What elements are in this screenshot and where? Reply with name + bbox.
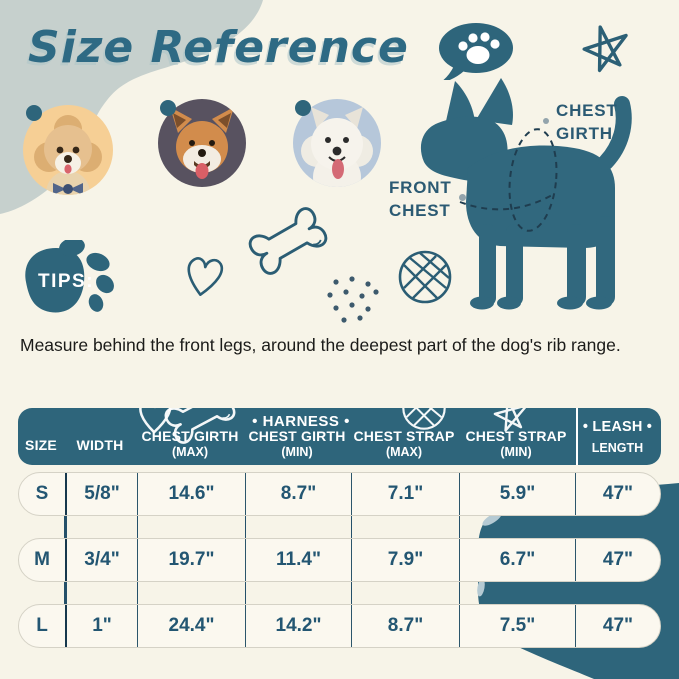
col-header-chest-girth-min: CHEST GIRTH (MIN)	[248, 428, 346, 459]
measure-instruction: Measure behind the front legs, around th…	[20, 335, 621, 355]
cell-size: S	[35, 483, 49, 504]
cell-chest-strap-min: 5.9"	[459, 473, 575, 515]
bone-doodle-white-icon	[164, 408, 236, 444]
size-table-header: • HARNESS • SIZE WIDTH CHEST GIRTH (MAX) …	[18, 408, 661, 465]
cell-chest-girth-min: 8.7"	[245, 473, 351, 515]
photo-dot-3	[295, 100, 311, 116]
cell-width: 5/8"	[65, 473, 137, 515]
col-header-leash-length: • LEASH • LENGTH	[582, 418, 653, 455]
star-doodle-icon	[582, 25, 628, 73]
cell-chest-strap-max: 7.1"	[351, 473, 459, 515]
cell-chest-strap-max: 7.9"	[351, 539, 459, 581]
cell-chest-strap-min: 7.5"	[459, 605, 575, 647]
paw-speech-bubble-icon	[439, 23, 513, 80]
chest-girth-dot	[543, 118, 549, 124]
cell-chest-girth-max: 24.4"	[137, 605, 245, 647]
tips-paw-icon	[25, 240, 114, 313]
cell-size: L	[36, 615, 48, 636]
chest-girth-label: CHEST GIRTH	[556, 101, 618, 143]
dots-pattern	[327, 276, 379, 323]
cell-chest-strap-max: 8.7"	[351, 605, 459, 647]
photo-dot-2	[160, 100, 176, 116]
cell-chest-girth-min: 11.4"	[245, 539, 351, 581]
table-row-size-s: S 5/8" 14.6" 8.7" 7.1" 5.9" 47"	[18, 472, 661, 516]
col-header-chest-strap-max: CHEST STRAP (MAX)	[353, 428, 455, 459]
photo-dot-1	[26, 105, 42, 121]
shiba-illustration	[170, 107, 234, 179]
cell-leash-length: 47"	[575, 605, 660, 647]
cell-chest-girth-max: 19.7"	[137, 539, 245, 581]
yarn-ball-doodle-icon	[398, 250, 452, 304]
front-chest-dot	[459, 194, 466, 201]
cell-chest-girth-min: 14.2"	[245, 605, 351, 647]
tips-label: TIPS:	[37, 271, 95, 292]
page-title: Size Reference	[28, 22, 409, 73]
col-header-size: SIZE	[25, 437, 57, 453]
heart-doodle-icon	[187, 257, 224, 296]
col-header-chest-strap-min: CHEST STRAP (MIN)	[465, 428, 567, 459]
front-chest-label: FRONT CHEST	[389, 178, 452, 220]
col-header-chest-girth-max: CHEST GIRTH (MAX)	[141, 428, 239, 459]
table-row-size-m: M 3/4" 19.7" 11.4" 7.9" 6.7" 47"	[18, 538, 661, 582]
samoyed-illustration	[301, 107, 373, 187]
leash-section-divider	[576, 408, 578, 465]
star-doodle-white-icon	[493, 408, 528, 432]
harness-group-header: • HARNESS •	[252, 413, 350, 430]
small-dog-illustration	[34, 115, 102, 195]
table-row-size-l: L 1" 24.4" 14.2" 8.7" 7.5" 47"	[18, 604, 661, 648]
cell-chest-strap-min: 6.7"	[459, 539, 575, 581]
chest-girth-dashed-line	[508, 128, 558, 232]
cell-leash-length: 47"	[575, 539, 660, 581]
bone-doodle-icon	[248, 207, 328, 275]
cell-size: M	[34, 549, 50, 570]
cell-width: 1"	[65, 605, 137, 647]
cell-width: 3/4"	[65, 539, 137, 581]
yarn-doodle-white-icon	[402, 408, 446, 430]
cell-leash-length: 47"	[575, 473, 660, 515]
front-chest-dashed-line	[459, 193, 555, 211]
col-header-width: WIDTH	[76, 437, 124, 453]
cell-chest-girth-max: 14.6"	[137, 473, 245, 515]
small-dog-photo	[23, 105, 113, 195]
dog-silhouette-diagram	[420, 78, 632, 310]
